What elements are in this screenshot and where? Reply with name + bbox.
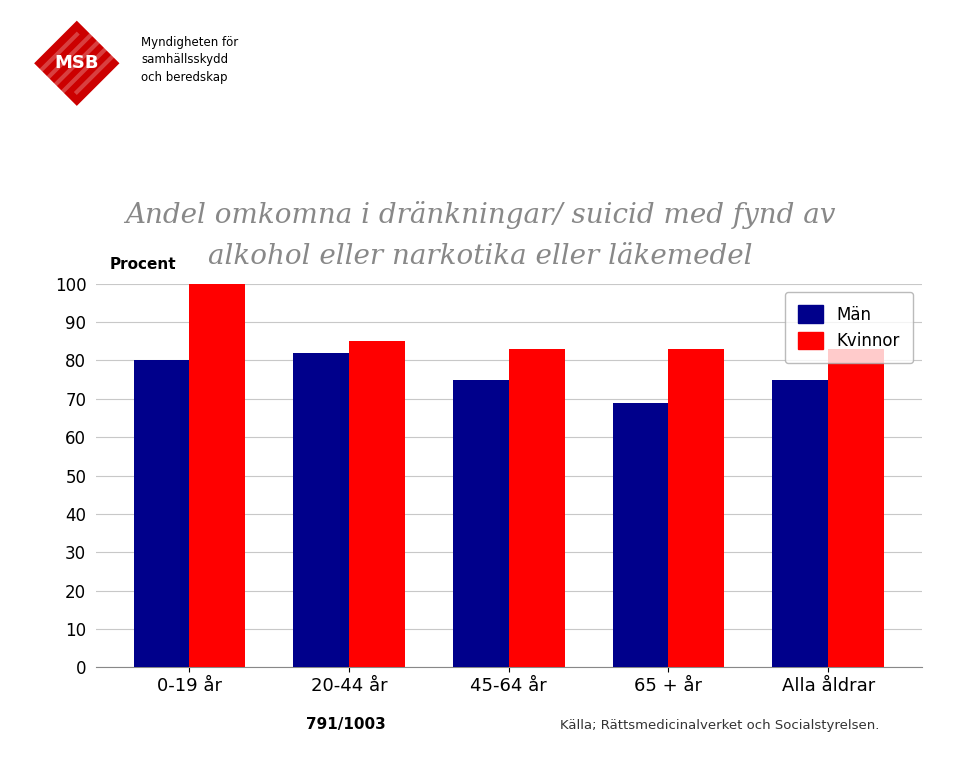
Bar [612,403,668,667]
Text: Procent: Procent [109,257,177,272]
Bar [509,349,564,667]
Bar [668,349,725,667]
Text: och beredskap: och beredskap [141,71,228,84]
Bar [828,349,884,667]
Polygon shape [32,18,122,108]
Bar [133,360,189,667]
Text: alkohol eller narkotika eller läkemedel: alkohol eller narkotika eller läkemedel [207,243,753,271]
Bar [772,380,828,667]
Text: samhällsskydd: samhällsskydd [141,54,228,66]
Bar [453,380,509,667]
Text: Myndigheten för: Myndigheten för [141,36,238,48]
Text: MSB: MSB [55,54,99,72]
Text: Andel omkomna i dränkningar/ suicid med fynd av: Andel omkomna i dränkningar/ suicid med … [125,201,835,229]
Bar [349,341,405,667]
Text: Källa; Rättsmedicinalverket och Socialstyrelsen.: Källa; Rättsmedicinalverket och Socialst… [561,719,879,732]
Legend: Män, Kvinnor: Män, Kvinnor [785,292,913,364]
Bar [189,284,246,667]
Bar [293,353,349,667]
Text: 791/1003: 791/1003 [305,717,386,732]
